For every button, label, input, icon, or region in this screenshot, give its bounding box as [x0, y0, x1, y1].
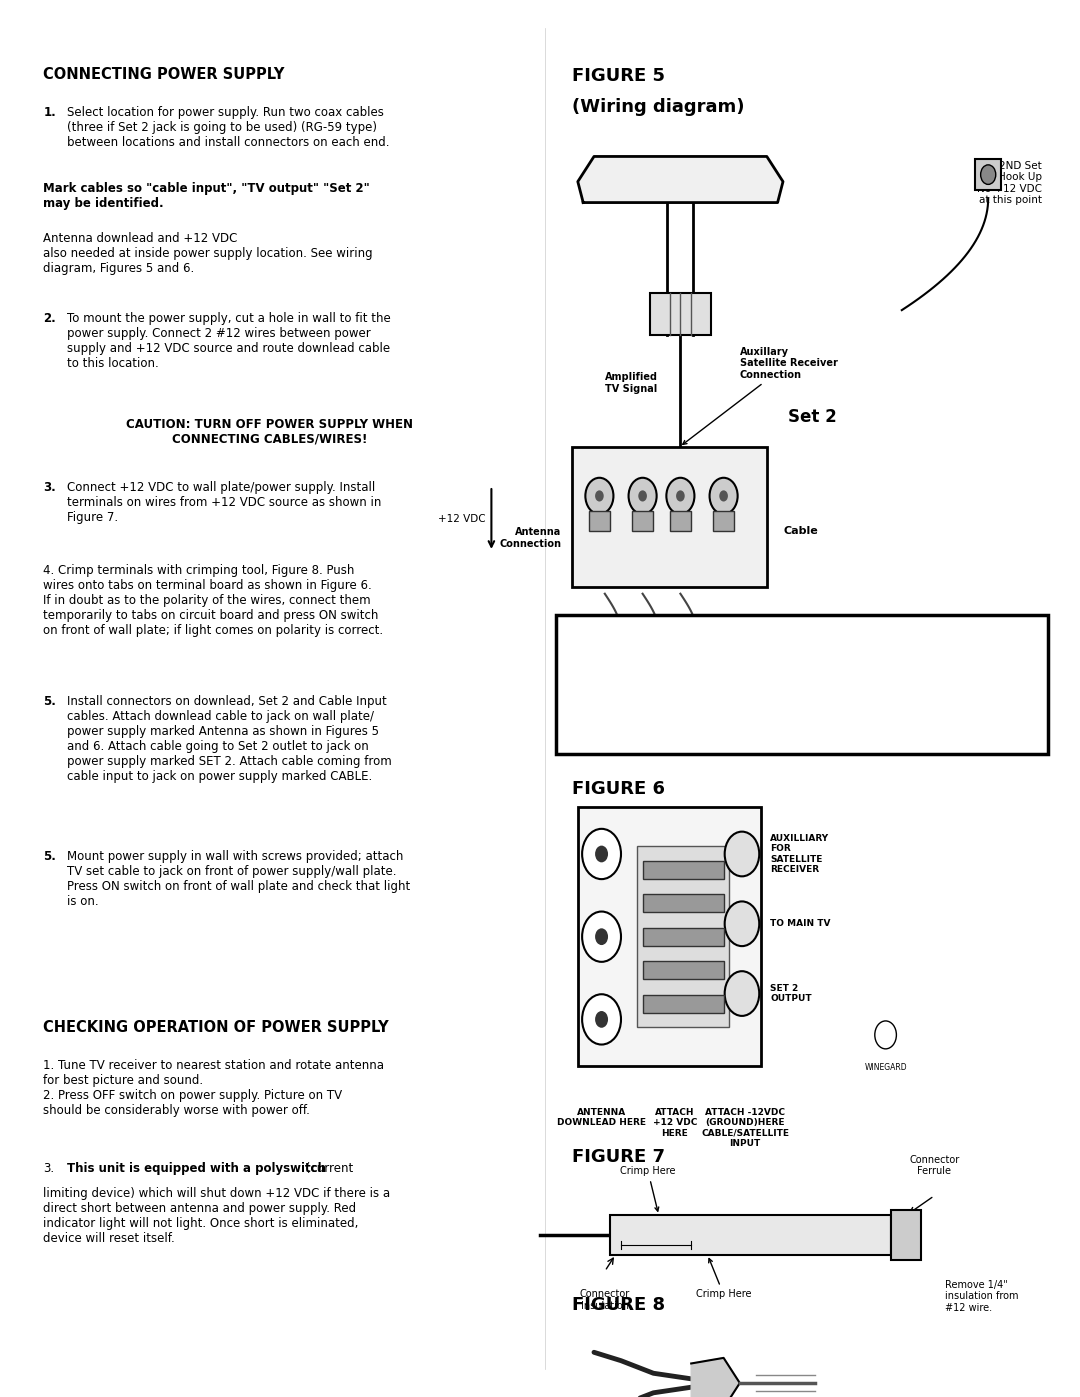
Bar [975, 159, 1001, 190]
Text: FIGURE 6: FIGURE 6 [572, 780, 665, 798]
Bar [643, 894, 724, 912]
Text: Connector
Insulation: Connector Insulation [580, 1289, 630, 1310]
Circle shape [666, 478, 694, 514]
Circle shape [725, 971, 759, 1016]
Text: CABLE: CABLE [646, 926, 650, 947]
Text: ATTACH
+12 VDC
HERE: ATTACH +12 VDC HERE [652, 1108, 698, 1137]
Bar [643, 928, 724, 946]
Text: Mark cables so "cable input", "TV output" "Set 2"
may be identified.: Mark cables so "cable input", "TV output… [43, 182, 370, 210]
Text: Connector
Ferrule: Connector Ferrule [909, 1155, 959, 1176]
Bar [891, 1210, 921, 1260]
Circle shape [595, 928, 608, 944]
Text: 2ND Set
Hook Up
No +12 VDC
at this point: 2ND Set Hook Up No +12 VDC at this point [977, 161, 1042, 205]
Circle shape [638, 490, 647, 502]
Text: Remove 1/4"
insulation from
#12 wire.: Remove 1/4" insulation from #12 wire. [945, 1280, 1018, 1313]
Circle shape [629, 478, 657, 514]
Polygon shape [578, 156, 783, 203]
Text: 1/4": 1/4" [647, 1229, 665, 1238]
Bar [556, 615, 1048, 754]
Text: Antenna
Connection: Antenna Connection [500, 527, 562, 549]
Text: FIGURE 5: FIGURE 5 [572, 67, 665, 85]
Circle shape [676, 490, 685, 502]
Text: limiting device) which will shut down +12 VDC if there is a
direct short between: limiting device) which will shut down +1… [43, 1187, 390, 1245]
Text: +12 VDC: +12 VDC [438, 514, 486, 524]
Text: Auxillary
Satellite Receiver
Connection: Auxillary Satellite Receiver Connection [683, 346, 838, 444]
Text: Positive and Negative leads from Battery must
be connected to the control box te: Positive and Negative leads from Battery… [569, 712, 920, 756]
Circle shape [710, 478, 738, 514]
Bar [632, 511, 653, 531]
Text: IMPORTANT: IMPORTANT [569, 743, 670, 759]
Text: This unit is equipped with a polyswitch: This unit is equipped with a polyswitch [67, 1162, 326, 1175]
Text: 3.: 3. [43, 1162, 54, 1175]
Circle shape [725, 831, 759, 876]
Bar [637, 847, 729, 1027]
Text: Cable: Cable [783, 525, 818, 536]
Text: Crimp Here: Crimp Here [620, 1166, 676, 1211]
Text: White
GND.: White GND. [678, 626, 708, 647]
Text: (current: (current [302, 1162, 353, 1175]
Text: AUXILLIARY
FOR
SATELLITE
RECEIVER: AUXILLIARY FOR SATELLITE RECEIVER [770, 834, 829, 875]
Text: FIGURE 8: FIGURE 8 [572, 1296, 665, 1315]
Circle shape [585, 478, 613, 514]
Bar [610, 1215, 891, 1255]
Circle shape [719, 490, 728, 502]
Circle shape [595, 1011, 608, 1028]
Text: Connect +12 VDC to wall plate/power supply. Install
terminals on wires from +12 : Connect +12 VDC to wall plate/power supp… [67, 481, 381, 524]
Text: Set 2: Set 2 [788, 408, 837, 426]
Text: 3.: 3. [43, 481, 56, 495]
Text: 1. Tune TV receiver to nearest station and rotate antenna
for best picture and s: 1. Tune TV receiver to nearest station a… [43, 1059, 384, 1116]
Bar [643, 995, 724, 1013]
Text: 2.: 2. [43, 313, 56, 326]
Text: FIGURE 7: FIGURE 7 [572, 1148, 665, 1166]
Text: ANTENNA
DOWNLEAD HERE: ANTENNA DOWNLEAD HERE [557, 1108, 646, 1127]
Text: CONNECTING POWER SUPPLY: CONNECTING POWER SUPPLY [43, 67, 284, 82]
Text: 4. Crimp terminals with crimping tool, Figure 8. Push
wires onto tabs on termina: 4. Crimp terminals with crimping tool, F… [43, 564, 383, 637]
Bar [589, 511, 610, 531]
Circle shape [582, 828, 621, 879]
Text: (Wiring diagram): (Wiring diagram) [572, 98, 745, 116]
Polygon shape [691, 1358, 740, 1397]
Text: Mount power supply in wall with screws provided; attach
TV set cable to jack on : Mount power supply in wall with screws p… [67, 851, 410, 908]
Text: #12 Wire: #12 Wire [760, 1229, 809, 1241]
Text: CAUTION: TURN OFF POWER SUPPLY WHEN
CONNECTING CABLES/WIRES!: CAUTION: TURN OFF POWER SUPPLY WHEN CONN… [126, 418, 414, 446]
Circle shape [875, 1021, 896, 1049]
Circle shape [595, 490, 604, 502]
Text: 1.: 1. [43, 106, 56, 119]
Text: ANTENNA: ANTENNA [627, 922, 632, 951]
Text: 5.: 5. [43, 851, 56, 863]
Text: Red
+12 VDC: Red +12 VDC [603, 626, 650, 647]
Bar [650, 293, 711, 335]
Bar [572, 447, 767, 587]
Circle shape [595, 845, 608, 862]
Circle shape [725, 901, 759, 946]
Text: TO MAIN TV: TO MAIN TV [770, 919, 831, 928]
Circle shape [582, 911, 621, 961]
Text: ATTACH -12VDC
(GROUND)HERE
CABLE/SATELLITE
INPUT: ATTACH -12VDC (GROUND)HERE CABLE/SATELLI… [701, 1108, 789, 1148]
Bar [643, 961, 724, 979]
Bar [713, 511, 734, 531]
Bar [578, 807, 761, 1066]
Text: Antenna downlead and +12 VDC
also needed at inside power supply location. See wi: Antenna downlead and +12 VDC also needed… [43, 232, 373, 275]
Text: Crimp Here: Crimp Here [696, 1259, 752, 1299]
Text: SET 2
OUTPUT: SET 2 OUTPUT [770, 983, 812, 1003]
Bar [670, 511, 691, 531]
Bar [643, 861, 724, 879]
Text: Amplified
TV Signal: Amplified TV Signal [605, 373, 658, 394]
Text: 5.: 5. [43, 694, 56, 708]
Text: WINEGARD: WINEGARD [864, 1063, 907, 1071]
Circle shape [582, 995, 621, 1045]
Text: Select location for power supply. Run two coax cables
(three if Set 2 jack is go: Select location for power supply. Run tw… [67, 106, 390, 149]
Circle shape [981, 165, 996, 184]
Text: Install connectors on downlead, Set 2 and Cable Input
cables. Attach downlead ca: Install connectors on downlead, Set 2 an… [67, 694, 392, 782]
Text: CHECKING OPERATION OF POWER SUPPLY: CHECKING OPERATION OF POWER SUPPLY [43, 1020, 389, 1035]
Text: To mount the power supply, cut a hole in wall to fit the
power supply. Connect 2: To mount the power supply, cut a hole in… [67, 313, 391, 370]
